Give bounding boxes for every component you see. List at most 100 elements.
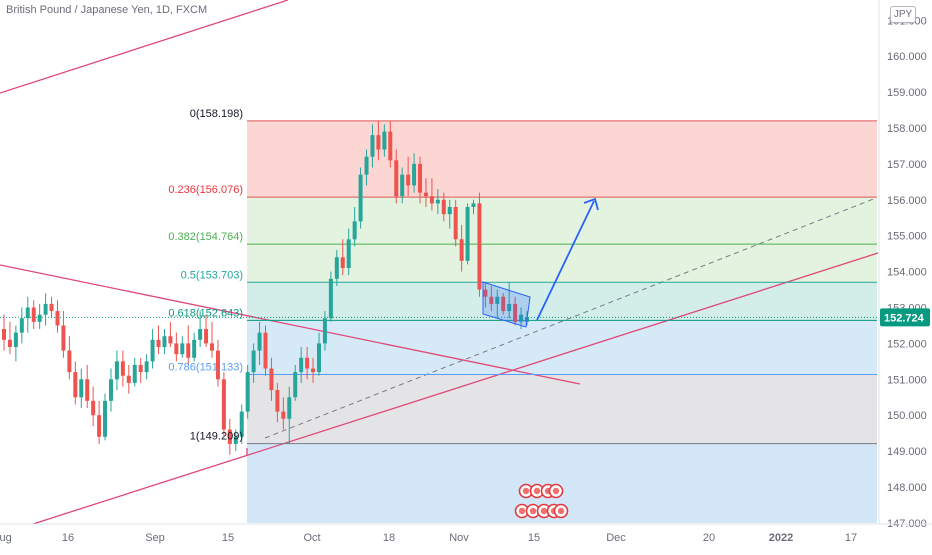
fib-zone	[247, 320, 877, 375]
time-axis-layer: Aug 16 Sep 15 Oct 18 Nov 15 Dec 20 2022 17	[0, 523, 932, 544]
price-tick-label: 159.000	[887, 87, 927, 99]
candle-body	[382, 131, 387, 150]
candle-body	[429, 196, 434, 204]
last-price-value: 152.724	[884, 312, 925, 324]
time-tick-label: 17	[845, 532, 857, 544]
candle-body	[376, 135, 381, 150]
candle-body	[132, 364, 137, 383]
candle-body	[97, 415, 102, 437]
price-tick-label: 149.000	[887, 446, 927, 458]
candle-body	[441, 199, 446, 215]
candle-body	[311, 368, 316, 373]
candle-body	[108, 379, 113, 401]
candle-body	[269, 368, 274, 391]
candle-body	[198, 329, 203, 340]
candle-body	[13, 332, 18, 347]
price-tick-label: 160.000	[887, 51, 927, 63]
candle-body	[394, 160, 399, 197]
candle-body	[453, 206, 458, 240]
candle-body	[49, 303, 54, 312]
price-tick-label: 157.000	[887, 159, 927, 171]
dashed-trendline[interactable]	[264, 197, 877, 439]
candle-body	[245, 372, 250, 412]
fib-level-label: 0.5(153.703)	[181, 269, 243, 281]
economic-event-icon-core	[522, 487, 530, 495]
candle-body	[507, 303, 512, 312]
candle-body	[471, 203, 476, 207]
candle-body	[186, 343, 191, 358]
last-price-badge	[880, 308, 930, 327]
fib-zone	[247, 120, 877, 198]
overlay-layer: 0(158.198) 0.236(156.076) 0.382(154.764) 0.…	[168, 108, 599, 519]
candle-body	[299, 357, 304, 373]
candle-body	[7, 339, 12, 347]
candle-body	[114, 361, 119, 380]
candle-body	[162, 336, 167, 347]
candle-body	[495, 296, 500, 304]
candle-body	[412, 163, 417, 186]
candle-body	[156, 339, 161, 347]
candle-body	[275, 390, 280, 412]
candle-body	[370, 135, 375, 157]
candle-body	[239, 411, 244, 437]
candle-body	[281, 411, 286, 419]
fib-zone	[247, 374, 877, 444]
candle-body	[204, 329, 209, 344]
fib-level-label: 0.786(151.133)	[168, 362, 243, 374]
price-tick-label: 154.000	[887, 267, 927, 279]
price-tick-label: 150.000	[887, 410, 927, 422]
candle-body	[423, 192, 428, 197]
candle-body	[489, 296, 494, 304]
candle-body	[322, 318, 327, 344]
fib-level-label: 1(149.209)	[190, 431, 243, 443]
candle-body	[180, 343, 185, 355]
fib-zone	[247, 197, 877, 245]
fib-level-label: 0.382(154.764)	[168, 231, 243, 243]
candles-layer	[2, 120, 529, 455]
candle-body	[388, 131, 393, 161]
candle-body	[346, 239, 351, 269]
price-axis-layer: 147.000148.000149.000150.000151.000152.0…	[878, 0, 930, 530]
candle-body	[168, 336, 173, 344]
candle-body	[138, 364, 143, 373]
fib-level-label: 0.618(152.643)	[168, 307, 243, 319]
candle-body	[2, 329, 6, 340]
candle-body	[61, 325, 66, 351]
candle-body	[126, 375, 131, 383]
time-tick-label: 16	[62, 532, 74, 544]
candle-body	[55, 311, 60, 326]
candle-body	[477, 203, 482, 290]
candle-body	[103, 400, 108, 437]
falling-wedge-pattern[interactable]	[482, 281, 531, 328]
economic-event-icon-core	[529, 507, 537, 515]
fib-zone	[247, 244, 877, 283]
time-tick-label: Dec	[606, 532, 626, 544]
time-tick-label: 15	[222, 532, 234, 544]
candle-body	[263, 332, 268, 369]
candle-body	[418, 163, 423, 193]
candle-body	[67, 350, 72, 373]
candle-body	[251, 350, 256, 373]
price-tick-label: 155.000	[887, 231, 927, 243]
candle-body	[328, 278, 333, 319]
projection-arrowhead	[583, 197, 599, 211]
candle-body	[192, 339, 197, 358]
time-tick-label: Sep	[145, 532, 165, 544]
currency-badge[interactable]: JPY	[890, 6, 916, 23]
descending-trendline[interactable]	[0, 264, 581, 385]
candle-body	[150, 339, 155, 362]
fib-zones-layer	[247, 120, 877, 523]
upper-trendline[interactable]	[0, 0, 289, 94]
candle-body	[120, 361, 125, 376]
projection-arrow-shaft[interactable]	[536, 200, 595, 321]
ascending-support-line[interactable]	[32, 252, 879, 525]
economic-event-icon-core	[518, 507, 526, 515]
price-tick-label: 152.000	[887, 338, 927, 350]
candle-body	[233, 436, 238, 444]
candle-body	[73, 372, 78, 398]
candle-body	[174, 343, 179, 355]
candle-body	[257, 332, 262, 351]
candle-body	[316, 343, 321, 373]
candle-body	[400, 174, 405, 197]
candle-body	[221, 379, 226, 430]
